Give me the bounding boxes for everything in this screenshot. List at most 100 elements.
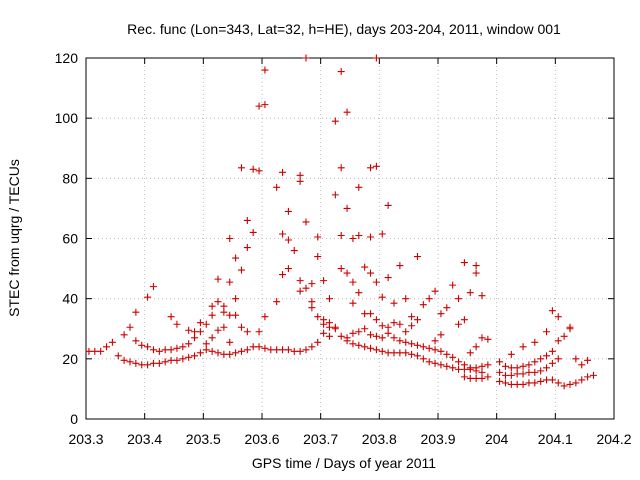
data-point [361, 325, 369, 333]
data-point [208, 347, 216, 355]
data-point [472, 262, 480, 270]
data-point [108, 338, 116, 346]
data-point [243, 244, 251, 252]
data-point [578, 376, 586, 384]
data-point [361, 343, 369, 351]
data-point [501, 371, 509, 379]
data-point [343, 204, 351, 212]
data-point [378, 293, 386, 301]
data-point [144, 293, 152, 301]
data-point [196, 349, 204, 357]
data-point [202, 320, 210, 328]
data-point [320, 329, 328, 337]
data-point [396, 349, 404, 357]
data-point [408, 350, 416, 358]
data-point [220, 350, 228, 358]
data-point [243, 328, 251, 336]
data-point [367, 233, 375, 241]
data-point [191, 334, 199, 342]
data-point [560, 382, 568, 390]
x-axis-label: GPS time / Days of year 2011 [252, 455, 436, 471]
data-point [132, 359, 140, 367]
data-point [97, 347, 105, 355]
axis-ticks [85, 57, 615, 420]
data-point [314, 253, 322, 261]
data-point [308, 298, 316, 306]
data-point [349, 329, 357, 337]
data-point [208, 311, 216, 319]
data-point [290, 347, 298, 355]
y-tick-label: 20 [62, 351, 78, 367]
data-point [284, 346, 292, 354]
data-point [537, 377, 545, 385]
data-point [202, 346, 210, 354]
data-point [525, 368, 533, 376]
data-point [443, 350, 451, 358]
data-point [437, 347, 445, 355]
data-point [372, 316, 380, 324]
data-point [196, 319, 204, 327]
data-point [478, 368, 486, 376]
data-point [314, 313, 322, 321]
data-point [196, 328, 204, 336]
data-point [484, 373, 492, 381]
data-point [290, 247, 298, 255]
data-point [279, 346, 287, 354]
chart-title: Rec. func (Lon=343, Lat=32, h=HE), days … [127, 21, 561, 37]
data-point [431, 346, 439, 354]
data-point [232, 295, 240, 303]
data-point [167, 346, 175, 354]
data-point [437, 331, 445, 339]
data-point [337, 231, 345, 239]
data-point [314, 233, 322, 241]
data-point [144, 343, 152, 351]
data-point [455, 295, 463, 303]
data-point [173, 344, 181, 352]
y-tick-label: 80 [62, 170, 78, 186]
data-point [255, 343, 263, 351]
data-point [372, 162, 380, 170]
data-point [103, 343, 111, 351]
data-point [343, 269, 351, 277]
data-point [531, 379, 539, 387]
data-point [138, 341, 146, 349]
data-point [325, 295, 333, 303]
data-point [402, 338, 410, 346]
data-point [396, 320, 404, 328]
data-point [132, 337, 140, 345]
data-point [296, 287, 304, 295]
data-point [237, 323, 245, 331]
data-point [419, 343, 427, 351]
x-tick-label: 203.4 [127, 431, 162, 447]
data-point [513, 380, 521, 388]
data-point [232, 254, 240, 262]
data-point [390, 319, 398, 327]
data-point [138, 361, 146, 369]
data-point [167, 313, 175, 321]
data-point [507, 371, 515, 379]
x-tick-label: 203.8 [362, 431, 397, 447]
data-point [279, 271, 287, 279]
data-point [408, 322, 416, 330]
data-point [173, 320, 181, 328]
data-point [249, 165, 257, 173]
data-point [155, 359, 163, 367]
x-tick-label: 204.2 [596, 431, 631, 447]
data-point [378, 322, 386, 330]
data-point [543, 364, 551, 372]
data-point [566, 323, 574, 331]
data-point [214, 298, 222, 306]
data-point [261, 66, 269, 74]
data-point [85, 347, 93, 355]
data-point [554, 337, 562, 345]
data-point [279, 230, 287, 238]
data-point [114, 352, 122, 360]
y-tick-label: 60 [62, 231, 78, 247]
data-point [149, 359, 157, 367]
data-point [548, 376, 556, 384]
data-point [273, 346, 281, 354]
data-point [384, 329, 392, 337]
data-point [478, 362, 486, 370]
data-point [173, 356, 181, 364]
data-point [243, 346, 251, 354]
